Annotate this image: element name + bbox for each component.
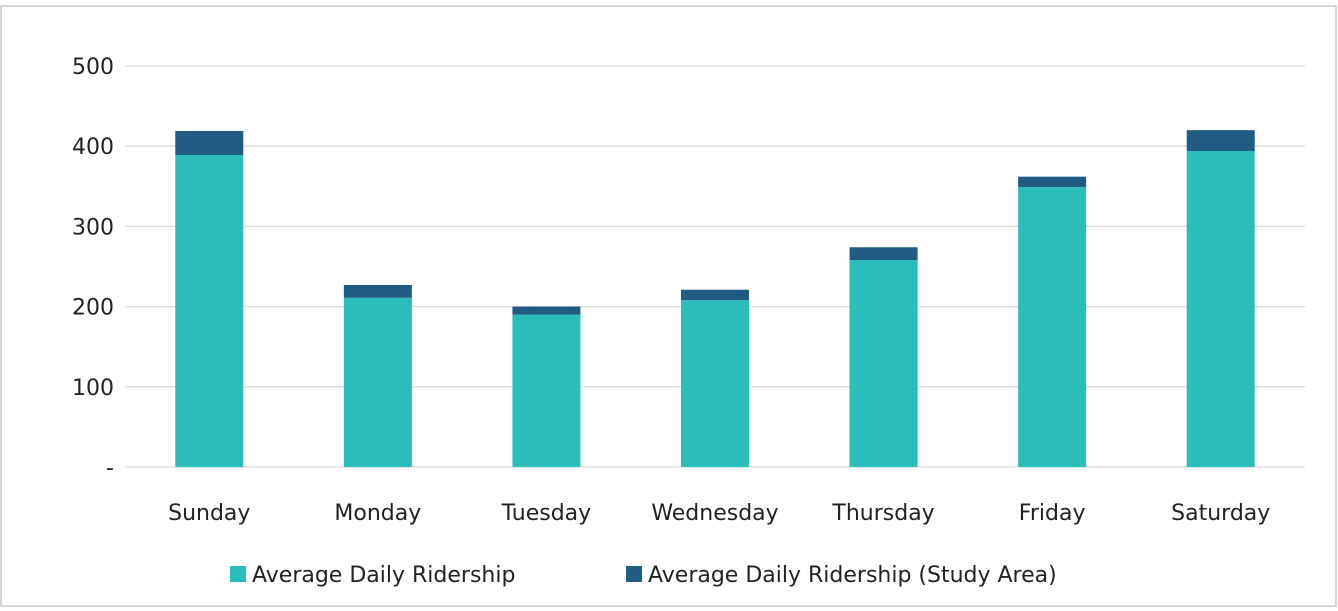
bar-segment [849, 247, 918, 261]
legend-swatch [230, 566, 246, 582]
y-tick-label: - [106, 456, 114, 481]
legend-swatch [626, 566, 642, 582]
y-tick-label: 500 [72, 55, 114, 80]
x-tick-label: Tuesday [501, 501, 592, 526]
y-tick-label: 200 [72, 296, 114, 321]
bar-segment [849, 260, 918, 467]
bar-segment [512, 306, 581, 315]
legend-label: Average Daily Ridership [252, 563, 515, 588]
legend-label: Average Daily Ridership (Study Area) [648, 563, 1057, 588]
bar-segment [1186, 151, 1255, 467]
x-tick-label: Thursday [831, 501, 934, 526]
bar-segment [1186, 130, 1255, 152]
bar-segment [175, 130, 244, 156]
bar-segment [681, 300, 749, 467]
y-tick-label: 300 [72, 215, 114, 240]
x-tick-label: Monday [334, 501, 421, 526]
bar-segment [1018, 187, 1087, 468]
bar-segment [512, 314, 581, 467]
bar-segment [681, 289, 749, 301]
bar-segment [343, 284, 412, 298]
x-tick-label: Friday [1019, 501, 1086, 526]
bar-segment [1018, 176, 1087, 188]
x-tick-label: Sunday [168, 501, 250, 526]
x-tick-label: Saturday [1171, 501, 1270, 526]
bar-segment [175, 155, 244, 467]
bar-segment [343, 297, 412, 467]
y-tick-label: 100 [72, 376, 114, 401]
x-tick-label: Wednesday [651, 501, 778, 526]
y-tick-label: 400 [72, 135, 114, 160]
